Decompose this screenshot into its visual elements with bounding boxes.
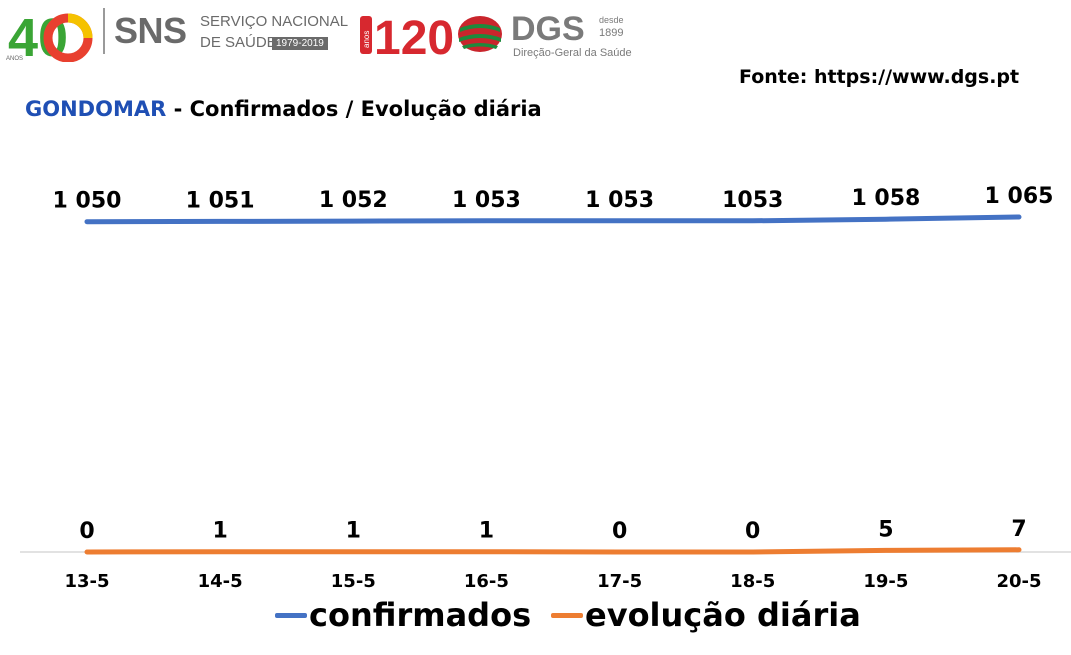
x-tick-label: 16-5 (464, 571, 509, 592)
chart-title-rest: - Confirmados / Evolução diária (166, 97, 542, 121)
header-divider (103, 8, 105, 54)
logo-120-text: 120 (374, 12, 453, 60)
legend-item-confirmados: confirmados (275, 596, 531, 634)
data-label-evolucao: 0 (79, 519, 94, 544)
data-label-confirmados: 1 065 (985, 184, 1054, 209)
sns-logo-text: SNS (114, 10, 187, 51)
dgs-logo-text: DGS (511, 10, 585, 48)
x-tick-label: 18-5 (730, 571, 775, 592)
x-tick-label: 13-5 (64, 571, 109, 592)
data-labels-layer: 1 050 1 051 1 052 1 053 1 053 1053 1 058 1 0650… (53, 184, 1054, 544)
chart-title-place: GONDOMAR (25, 97, 167, 121)
logo-40-small-text: ANOS (6, 56, 23, 62)
data-label-confirmados: 1 053 (452, 188, 521, 213)
x-tick-label: 17-5 (597, 571, 642, 592)
data-label-confirmados: 1 052 (319, 188, 388, 213)
logo-120-small-text: anos (362, 31, 371, 48)
x-tick-labels-layer: 13-5 14-5 15-5 16-5 17-5 18-5 19-5 20-5 (64, 571, 1041, 592)
data-label-confirmados: 1 053 (585, 188, 654, 213)
data-label-confirmados: 1 050 (53, 189, 122, 214)
data-label-evolucao: 7 (1011, 517, 1026, 542)
logo-120-anos: anos 120 (360, 12, 453, 60)
legend-swatch-confirmados (275, 612, 307, 618)
sns-years-badge: 1979-2019 (272, 37, 328, 50)
x-tick-label: 14-5 (198, 571, 243, 592)
source-label: Fonte: https://www.dgs.pt (739, 66, 1020, 88)
series-line-evolucao (84, 547, 1022, 555)
x-tick-label: 15-5 (331, 571, 376, 592)
x-tick-label: 19-5 (863, 571, 908, 592)
dgs-year-label: 1899 (599, 27, 624, 39)
data-label-evolucao: 0 (612, 519, 627, 544)
data-label-confirmados: 1053 (722, 188, 783, 213)
data-label-evolucao: 5 (878, 517, 893, 542)
series-line-confirmados (84, 214, 1022, 225)
x-tick-label: 20-5 (996, 571, 1041, 592)
sns-subtitle-line2: DE SAÚDE (200, 34, 277, 51)
chart-title: GONDOMAR - Confirmados / Evolução diária (25, 97, 542, 121)
dgs-desde-label: desde (599, 15, 624, 25)
data-label-evolucao: 1 (346, 519, 361, 544)
data-label-confirmados: 1 058 (851, 186, 920, 211)
legend-label-evolucao: evolução diária (585, 596, 861, 634)
legend-item-evolucao: evolução diária (551, 596, 861, 634)
dgs-subtitle: Direção-Geral da Saúde (513, 47, 632, 59)
legend-label-confirmados: confirmados (309, 596, 532, 634)
data-label-evolucao: 1 (212, 519, 227, 544)
series-layer (84, 214, 1022, 555)
data-label-evolucao: 0 (745, 519, 760, 544)
logo-40-anos: 40 ANOS (6, 8, 93, 62)
sns-subtitle-line1: SERVIÇO NACIONAL (200, 13, 349, 30)
data-label-confirmados: 1 051 (186, 188, 255, 213)
legend-swatch-evolucao (551, 612, 583, 618)
dgs-globe-icon (458, 16, 502, 52)
data-label-evolucao: 1 (479, 519, 494, 544)
